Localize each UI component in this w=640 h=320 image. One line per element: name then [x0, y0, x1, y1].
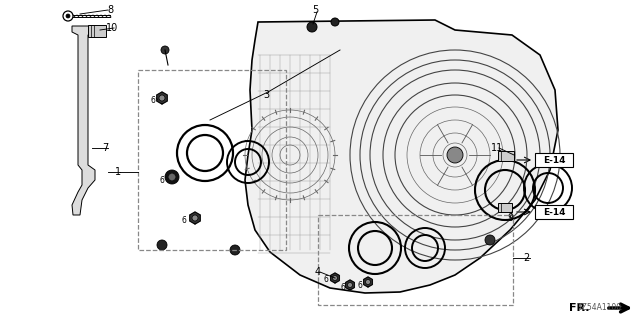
Polygon shape	[72, 26, 95, 215]
Text: 6: 6	[340, 284, 346, 292]
Circle shape	[192, 215, 198, 221]
Circle shape	[307, 22, 317, 32]
Circle shape	[365, 279, 371, 284]
Polygon shape	[190, 212, 200, 224]
Text: 1: 1	[115, 167, 121, 177]
Circle shape	[66, 14, 70, 18]
Circle shape	[161, 46, 169, 54]
Text: 8: 8	[107, 5, 113, 15]
Circle shape	[333, 276, 337, 281]
Text: 11: 11	[491, 143, 503, 153]
Text: 6: 6	[324, 276, 328, 284]
Text: TZ54A1100: TZ54A1100	[578, 303, 622, 312]
Text: 9: 9	[507, 213, 513, 223]
Text: E-14: E-14	[543, 156, 565, 164]
Text: 10: 10	[106, 23, 118, 33]
Circle shape	[159, 95, 165, 101]
Bar	[498, 151, 514, 161]
Circle shape	[157, 240, 167, 250]
FancyBboxPatch shape	[535, 205, 573, 219]
Text: FR.: FR.	[570, 303, 590, 313]
Circle shape	[348, 283, 353, 287]
Text: 3: 3	[263, 90, 269, 100]
Text: 6: 6	[159, 175, 164, 185]
Text: 6: 6	[182, 215, 186, 225]
Text: E-14: E-14	[543, 207, 565, 217]
Polygon shape	[364, 277, 372, 287]
Text: 5: 5	[312, 5, 318, 15]
Text: 6: 6	[150, 95, 156, 105]
Circle shape	[169, 174, 175, 180]
Circle shape	[230, 245, 240, 255]
Bar	[138, 70, 286, 250]
Circle shape	[485, 235, 495, 245]
Text: 2: 2	[523, 253, 529, 263]
Bar	[88, 25, 106, 37]
Polygon shape	[346, 280, 355, 290]
Circle shape	[331, 18, 339, 26]
Polygon shape	[331, 273, 339, 283]
Circle shape	[165, 170, 179, 184]
Text: 7: 7	[102, 143, 108, 153]
Text: 4: 4	[315, 267, 321, 277]
Bar	[318, 215, 513, 305]
Bar	[498, 203, 512, 212]
Circle shape	[447, 147, 463, 163]
FancyBboxPatch shape	[535, 153, 573, 167]
Polygon shape	[157, 92, 167, 104]
Polygon shape	[245, 20, 558, 293]
Text: 6: 6	[358, 281, 362, 290]
